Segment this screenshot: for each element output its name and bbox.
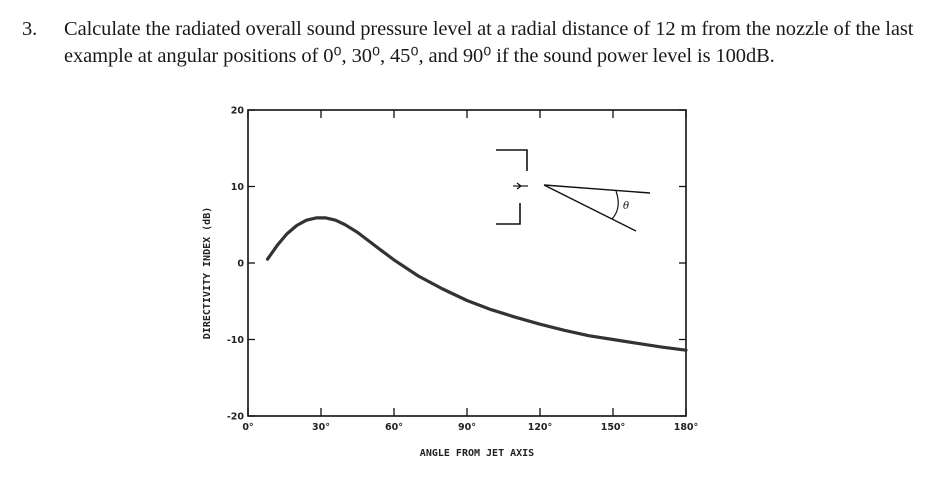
x-tick-label: 120°	[528, 422, 553, 433]
x-tick-label: 30°	[312, 422, 330, 433]
jet-arrow-head	[516, 182, 522, 190]
nozzle-lower-wall	[496, 203, 521, 225]
y-tick-label: -10	[227, 335, 245, 346]
plot-frame	[247, 109, 687, 417]
x-tick-label: 60°	[385, 422, 403, 433]
angle-arc	[611, 190, 619, 220]
jet-axis-line	[543, 184, 651, 194]
nozzle-upper-wall	[496, 149, 528, 171]
y-tick-label: 0	[237, 259, 244, 270]
x-tick-label: 150°	[601, 422, 626, 433]
tick-labels: 0° 30° 60° 90° 120° 150° 180° 20 10 0 -10 -20	[227, 106, 698, 434]
y-tick-label: -20	[227, 412, 245, 423]
y-tick-label: 10	[231, 182, 245, 193]
x-axis-title: ANGLE FROM JET AXIS	[420, 448, 534, 459]
x-tick-label: 0°	[242, 422, 253, 433]
x-tick-label: 180°	[674, 422, 699, 433]
directivity-curve	[265, 216, 688, 352]
problem-text: Calculate the radiated overall sound pre…	[64, 18, 914, 67]
x-tick-label: 90°	[458, 422, 476, 433]
y-tick-label: 20	[231, 106, 245, 117]
plot-border	[247, 109, 687, 417]
theta-label: θ	[623, 201, 629, 212]
problem-number: 3.	[22, 18, 38, 40]
directivity-curve-group	[265, 216, 688, 352]
tick-marks	[247, 109, 687, 417]
y-axis-title: DIRECTIVITY INDEX (dB)	[202, 207, 213, 339]
radiation-direction-line	[543, 184, 637, 232]
jet-nozzle-inset: θ	[496, 149, 651, 232]
